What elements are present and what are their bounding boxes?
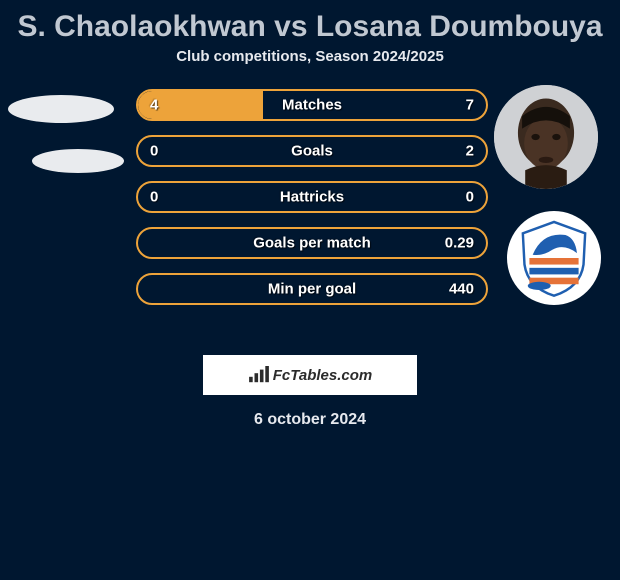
- left-club-logo: [32, 149, 124, 173]
- brand-text: FcTables.com: [273, 367, 372, 384]
- bar-value-right: 0.29: [445, 235, 474, 252]
- bar-label: Goals: [291, 143, 333, 160]
- bar-value-right: 2: [466, 143, 474, 160]
- right-player-avatar: [494, 85, 598, 189]
- brand-box: FcTables.com: [203, 355, 417, 395]
- right-club-logo: [507, 211, 601, 305]
- right-player-col: [494, 85, 614, 305]
- player-face-icon: [494, 85, 598, 189]
- bar-label: Hattricks: [280, 189, 344, 206]
- brand-bars-icon: [248, 366, 270, 384]
- bar-value-left: 0: [150, 143, 158, 160]
- left-player-col: [8, 95, 128, 199]
- bar-value-right: 0: [466, 189, 474, 206]
- bar-row: 4 Matches 7: [136, 89, 488, 121]
- bar-value-right: 7: [466, 97, 474, 114]
- bar-row: Min per goal 440: [136, 273, 488, 305]
- comparison-panel: 4 Matches 7 0 Goals 2 0 Hattricks 0 Goals per mat…: [0, 85, 620, 345]
- bar-value-left: 0: [150, 189, 158, 206]
- page-title: S. Chaolaokhwan vs Losana Doumbouya: [0, 0, 620, 48]
- bar-row: 0 Goals 2: [136, 135, 488, 167]
- bar-value-left: 4: [150, 97, 158, 114]
- bar-label: Matches: [282, 97, 342, 114]
- club-shield-icon: [513, 217, 595, 299]
- date-text: 6 october 2024: [0, 407, 620, 429]
- left-player-avatar: [8, 95, 114, 123]
- bar-row: Goals per match 0.29: [136, 227, 488, 259]
- bar-row: 0 Hattricks 0: [136, 181, 488, 213]
- subtitle: Club competitions, Season 2024/2025: [0, 48, 620, 85]
- bar-label: Min per goal: [268, 281, 356, 298]
- bar-value-right: 440: [449, 281, 474, 298]
- bar-label: Goals per match: [253, 235, 371, 252]
- comparison-bars: 4 Matches 7 0 Goals 2 0 Hattricks 0 Goals per mat…: [136, 89, 488, 319]
